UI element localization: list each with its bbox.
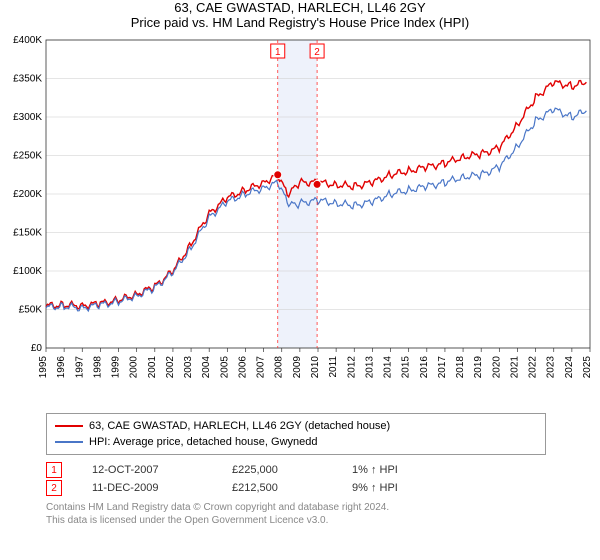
svg-text:2007: 2007 — [256, 356, 267, 379]
sale-marker-box: 2 — [46, 480, 62, 496]
svg-text:2018: 2018 — [455, 356, 466, 379]
sales-table: 1 12-OCT-2007 £225,000 1% ↑ HPI 2 11-DEC-2009… — [46, 461, 546, 497]
legend-label: 63, CAE GWASTAD, HARLECH, LL46 2GY (deta… — [89, 420, 390, 432]
svg-text:2013: 2013 — [364, 356, 375, 379]
svg-text:1998: 1998 — [92, 356, 103, 379]
sale-marker-box: 1 — [46, 462, 62, 478]
svg-text:£150K: £150K — [13, 228, 42, 239]
svg-text:2011: 2011 — [328, 356, 339, 378]
svg-text:2006: 2006 — [237, 356, 248, 379]
svg-text:2015: 2015 — [401, 356, 412, 379]
sale-hpi-delta: 9% ↑ HPI — [352, 482, 398, 494]
svg-text:2025: 2025 — [582, 356, 593, 379]
attribution: Contains HM Land Registry data © Crown c… — [46, 501, 600, 527]
svg-text:2024: 2024 — [564, 356, 575, 379]
legend-swatch — [55, 425, 83, 427]
svg-text:2022: 2022 — [528, 356, 539, 379]
sale-date: 11-DEC-2009 — [92, 482, 202, 494]
price-chart: £0 £50K £100K £150K £200K £250K £300K £350K £400… — [0, 34, 600, 404]
legend-item: 63, CAE GWASTAD, HARLECH, LL46 2GY (deta… — [55, 418, 537, 434]
legend-item: HPI: Average price, detached house, Gwyn… — [55, 434, 537, 450]
legend: 63, CAE GWASTAD, HARLECH, LL46 2GY (deta… — [46, 413, 546, 455]
svg-text:£50K: £50K — [19, 305, 43, 316]
chart-title: 63, CAE GWASTAD, HARLECH, LL46 2GY — [0, 0, 600, 15]
sale-price: £225,000 — [232, 464, 322, 476]
svg-text:2004: 2004 — [201, 356, 212, 379]
svg-text:1999: 1999 — [111, 356, 122, 379]
svg-text:£250K: £250K — [13, 151, 42, 162]
sale-row: 2 11-DEC-2009 £212,500 9% ↑ HPI — [46, 479, 546, 497]
sale-hpi-delta: 1% ↑ HPI — [352, 464, 398, 476]
svg-text:2001: 2001 — [147, 356, 158, 379]
svg-text:£400K: £400K — [13, 35, 42, 46]
svg-text:2012: 2012 — [346, 356, 357, 379]
svg-text:2: 2 — [314, 47, 320, 58]
svg-text:2023: 2023 — [546, 356, 557, 379]
svg-text:2009: 2009 — [292, 356, 303, 379]
svg-text:2016: 2016 — [419, 356, 430, 379]
svg-text:2005: 2005 — [219, 356, 230, 379]
sale-row: 1 12-OCT-2007 £225,000 1% ↑ HPI — [46, 461, 546, 479]
svg-text:£100K: £100K — [13, 266, 42, 277]
svg-text:2020: 2020 — [491, 356, 502, 379]
svg-text:2008: 2008 — [274, 356, 285, 379]
svg-text:£300K: £300K — [13, 112, 42, 123]
svg-text:2021: 2021 — [509, 356, 520, 379]
svg-text:1: 1 — [275, 47, 281, 58]
svg-text:2017: 2017 — [437, 356, 448, 379]
svg-text:£350K: £350K — [13, 74, 42, 85]
svg-text:£200K: £200K — [13, 189, 42, 200]
attribution-line2: This data is licensed under the Open Gov… — [46, 514, 600, 527]
svg-text:2019: 2019 — [473, 356, 484, 379]
svg-text:1995: 1995 — [38, 356, 49, 379]
chart-subtitle: Price paid vs. HM Land Registry's House … — [0, 15, 600, 30]
svg-text:1997: 1997 — [74, 356, 85, 379]
sale-price: £212,500 — [232, 482, 322, 494]
legend-label: HPI: Average price, detached house, Gwyn… — [89, 436, 318, 448]
svg-text:2014: 2014 — [383, 356, 394, 379]
svg-text:1996: 1996 — [56, 356, 67, 379]
svg-text:2003: 2003 — [183, 356, 194, 379]
attribution-line1: Contains HM Land Registry data © Crown c… — [46, 501, 600, 514]
legend-swatch — [55, 441, 83, 443]
svg-text:2002: 2002 — [165, 356, 176, 379]
sale-date: 12-OCT-2007 — [92, 464, 202, 476]
svg-text:2000: 2000 — [129, 356, 140, 379]
svg-text:2010: 2010 — [310, 356, 321, 379]
svg-text:£0: £0 — [31, 343, 43, 354]
